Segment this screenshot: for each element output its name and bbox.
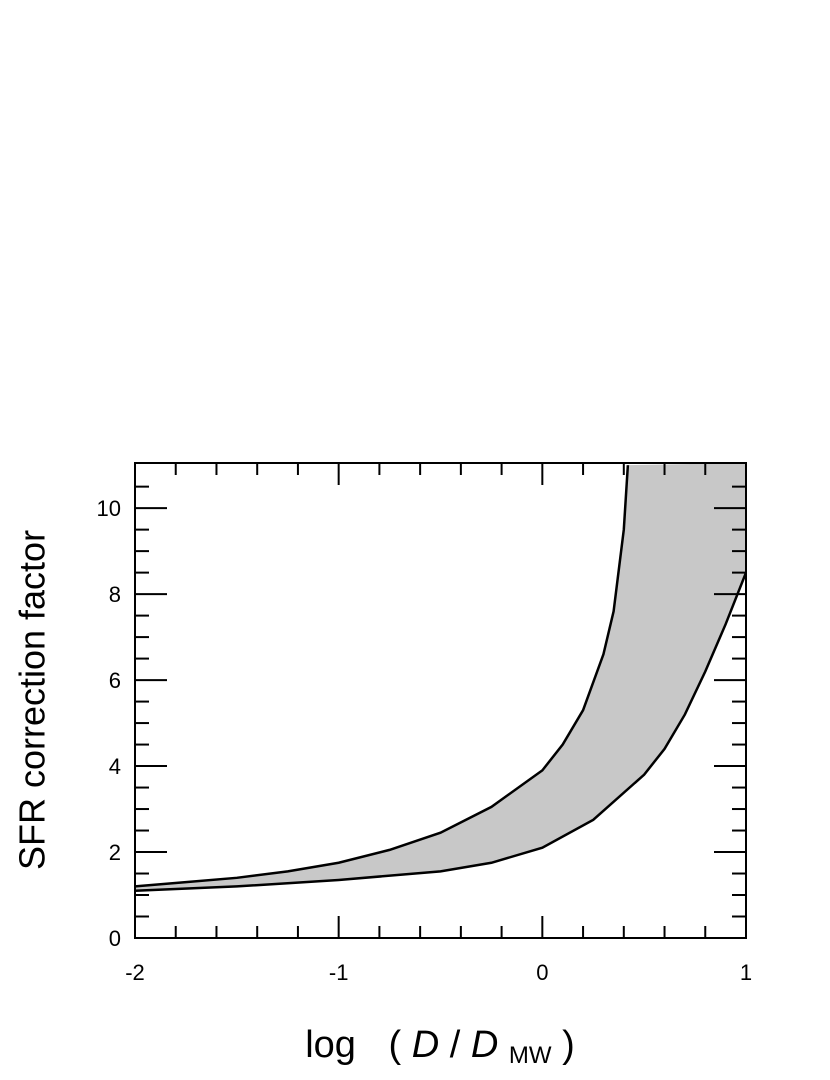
x-tick-label: -2 xyxy=(125,960,145,985)
y-tick-label: 10 xyxy=(97,496,121,521)
x-tick-label: 0 xyxy=(536,960,548,985)
y-tick-label: 2 xyxy=(109,840,121,865)
plot-frame xyxy=(134,462,747,939)
x-label-part: D xyxy=(412,1024,439,1066)
y-tick-label: 4 xyxy=(109,754,121,779)
curve xyxy=(135,572,746,892)
x-axis-label: log ( D / D MW ) xyxy=(305,1024,575,1072)
plot-area xyxy=(135,463,746,892)
y-tick-label: 8 xyxy=(109,582,121,607)
y-tick-label: 6 xyxy=(109,668,121,693)
x-label-part: ) xyxy=(562,1024,575,1066)
band-fill xyxy=(135,463,746,891)
x-label-part: MW xyxy=(509,1042,552,1069)
x-label-part: log xyxy=(305,1024,356,1066)
x-label-part: / xyxy=(450,1024,461,1066)
x-tick-label: 1 xyxy=(740,960,752,985)
x-label-part: D xyxy=(471,1024,498,1066)
y-axis-label: SFR correction factor xyxy=(12,530,53,870)
x-label-part: ( xyxy=(389,1024,402,1066)
x-tick-label: -1 xyxy=(329,960,349,985)
curve xyxy=(135,465,630,888)
y-tick-label: 0 xyxy=(109,926,121,951)
